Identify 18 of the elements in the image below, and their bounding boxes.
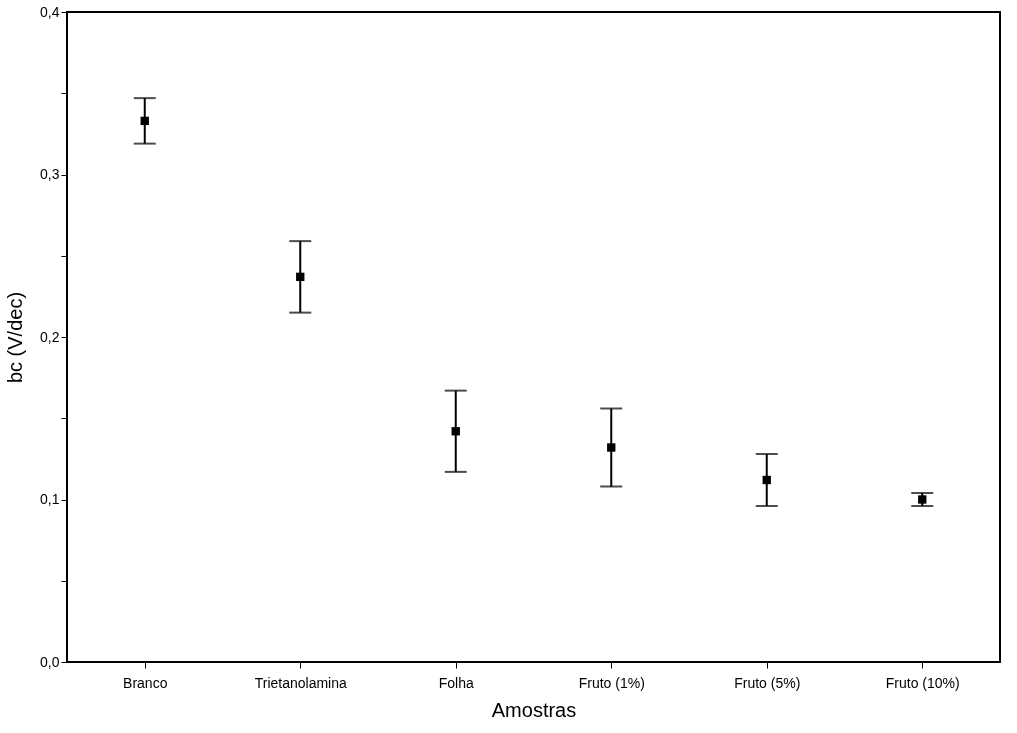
- y-tick-label: 0,2: [40, 328, 60, 345]
- x-tick-label: Branco: [123, 674, 168, 691]
- point: [607, 443, 616, 452]
- y-tick-label: 0,1: [40, 491, 60, 507]
- x-tick-label: Trietanolamina: [254, 674, 347, 691]
- x-tick-label: Fruto (1%): [578, 674, 645, 691]
- y-axis-title: bc (V/dec): [4, 291, 27, 384]
- y-tick-label: 0,3: [40, 166, 60, 182]
- x-tick-label: Fruto (5%): [734, 674, 801, 691]
- point: [140, 116, 149, 126]
- point: [296, 272, 305, 282]
- x-axis-title: Amostras: [491, 698, 577, 721]
- x-tick-label: Folha: [438, 674, 474, 691]
- point: [762, 475, 771, 485]
- y-tick-label: 0,4: [40, 3, 60, 20]
- y-tick-label: 0,0: [40, 653, 60, 670]
- point: [451, 427, 460, 436]
- x-tick-label: Fruto (10%): [885, 674, 960, 691]
